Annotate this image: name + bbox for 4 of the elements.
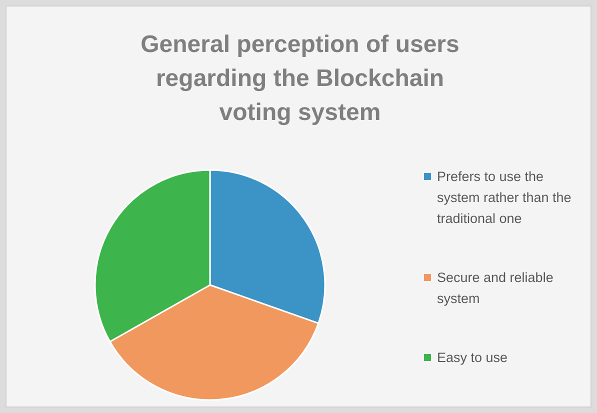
legend-label: Secure and reliable system xyxy=(437,270,554,306)
legend-label: Easy to use xyxy=(437,350,508,365)
legend-label: Prefers to use the system rather than the traditional one xyxy=(437,169,572,226)
chart-title: General perception of users regarding the Blockchain voting system xyxy=(140,31,460,126)
